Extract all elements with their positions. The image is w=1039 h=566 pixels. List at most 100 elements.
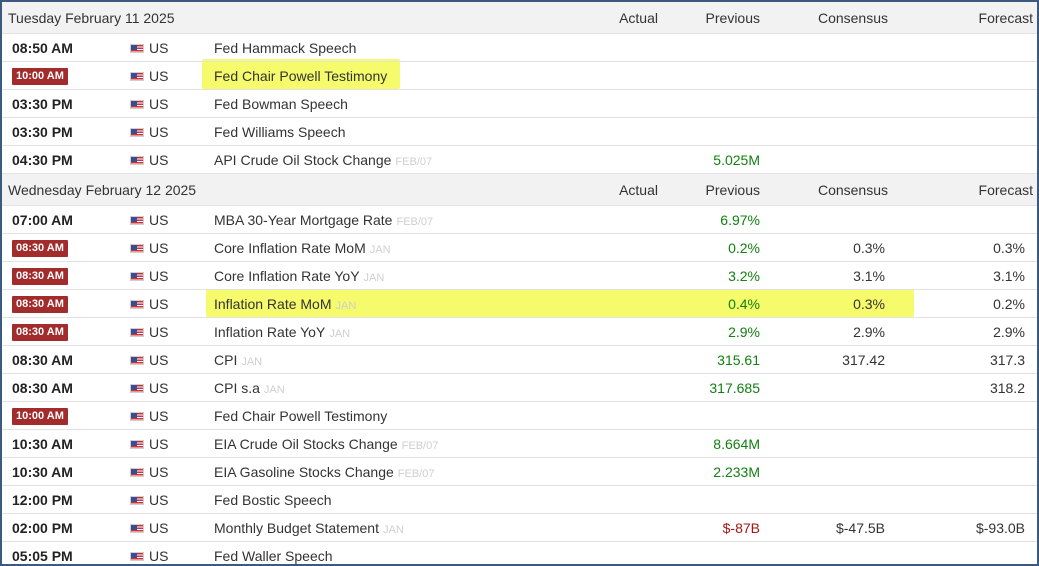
us-flag-icon <box>130 552 144 562</box>
consensus-value <box>788 457 916 486</box>
forecast-value <box>916 457 1037 486</box>
time-badge: 08:30 AM <box>12 240 68 257</box>
event-link[interactable]: Fed Williams Speech <box>214 123 346 140</box>
event-row[interactable]: 10:00 AM US Fed Chair Powell Testimony <box>2 61 1037 90</box>
event-name-cell: Core Inflation Rate MoM JAN <box>202 233 587 262</box>
actual-value <box>587 233 662 262</box>
time-label: 08:30 AM <box>12 379 73 396</box>
event-link[interactable]: EIA Crude Oil Stocks Change <box>214 435 398 452</box>
event-country: US <box>120 33 202 62</box>
us-flag-icon <box>130 524 144 534</box>
event-link[interactable]: API Crude Oil Stock Change <box>214 151 392 168</box>
event-name-cell: Fed Hammack Speech <box>202 33 587 62</box>
event-link[interactable]: Fed Chair Powell Testimony <box>214 407 388 424</box>
consensus-value <box>788 429 916 458</box>
event-link[interactable]: CPI <box>214 351 238 368</box>
consensus-value <box>788 61 916 90</box>
reference-period: FEB/07 <box>397 467 435 480</box>
forecast-value: 0.2% <box>916 289 1037 318</box>
reference-period: JAN <box>241 355 263 368</box>
event-name-cell: API Crude Oil Stock Change FEB/07 <box>202 145 587 174</box>
forecast-value <box>916 401 1037 430</box>
event-time: 03:30 PM <box>2 89 120 118</box>
event-country: US <box>120 261 202 290</box>
consensus-value <box>788 145 916 174</box>
country-code: US <box>149 435 169 452</box>
forecast-value <box>916 145 1037 174</box>
event-link[interactable]: EIA Gasoline Stocks Change <box>214 463 394 480</box>
event-row[interactable]: 08:30 AM US CPI JAN 315.61 317.42 317.3 <box>2 345 1037 374</box>
previous-value: $-87B <box>662 513 788 542</box>
forecast-value <box>916 429 1037 458</box>
event-row[interactable]: 04:30 PM US API Crude Oil Stock Change FEB/… <box>2 145 1037 174</box>
event-country: US <box>120 317 202 346</box>
actual-value <box>587 373 662 402</box>
event-link[interactable]: Fed Bowman Speech <box>214 95 348 112</box>
event-row[interactable]: 08:30 AM US Core Inflation Rate MoM JAN 0.2%… <box>2 233 1037 262</box>
event-row[interactable]: 08:30 AM US CPI s.a JAN 317.685 318.2 <box>2 373 1037 402</box>
country-code: US <box>149 407 169 424</box>
event-link[interactable]: Fed Hammack Speech <box>214 39 357 56</box>
day-title: Tuesday February 11 2025 <box>2 2 587 34</box>
event-link[interactable]: Core Inflation Rate YoY <box>214 267 360 284</box>
event-row[interactable]: 03:30 PM US Fed Williams Speech <box>2 117 1037 146</box>
event-row[interactable]: 10:00 AM US Fed Chair Powell Testimony <box>2 401 1037 430</box>
country-code: US <box>149 211 169 228</box>
event-link[interactable]: Fed Bostic Speech <box>214 491 332 508</box>
country-code: US <box>149 351 169 368</box>
consensus-value: 0.3% <box>788 233 916 262</box>
country-code: US <box>149 239 169 256</box>
event-time: 07:00 AM <box>2 205 120 234</box>
event-row[interactable]: 08:50 AM US Fed Hammack Speech <box>2 33 1037 62</box>
consensus-value <box>788 89 916 118</box>
time-label: 07:00 AM <box>12 211 73 228</box>
event-link[interactable]: Monthly Budget Statement <box>214 519 379 536</box>
event-link[interactable]: Inflation Rate YoY <box>214 323 326 340</box>
event-row[interactable]: 07:00 AM US MBA 30-Year Mortgage Rate FEB/0… <box>2 205 1037 234</box>
column-header-consensus: Consensus <box>788 2 916 34</box>
event-time: 08:30 AM <box>2 317 120 346</box>
us-flag-icon <box>130 100 144 110</box>
previous-value: 6.97% <box>662 205 788 234</box>
time-label: 03:30 PM <box>12 123 73 140</box>
us-flag-icon <box>130 156 144 166</box>
event-name-cell: Fed Bowman Speech <box>202 89 587 118</box>
country-code: US <box>149 519 169 536</box>
event-row[interactable]: 12:00 PM US Fed Bostic Speech <box>2 485 1037 514</box>
country-code: US <box>149 67 169 84</box>
event-link[interactable]: Core Inflation Rate MoM <box>214 239 366 256</box>
time-badge: 08:30 AM <box>12 324 68 341</box>
reference-period: JAN <box>383 523 404 536</box>
event-row[interactable]: 02:00 PM US Monthly Budget Statement JAN $-8… <box>2 513 1037 542</box>
event-link[interactable]: Fed Chair Powell Testimony <box>214 67 388 84</box>
time-label: 08:30 AM <box>12 351 73 368</box>
event-row[interactable]: 03:30 PM US Fed Bowman Speech <box>2 89 1037 118</box>
event-row[interactable]: 10:30 AM US EIA Crude Oil Stocks Change FEB… <box>2 429 1037 458</box>
event-row[interactable]: 05:05 PM US Fed Waller Speech <box>2 541 1037 564</box>
time-label: 05:05 PM <box>12 547 73 564</box>
actual-value <box>587 261 662 290</box>
event-row[interactable]: 08:30 AM US Inflation Rate YoY JAN 2.9% 2.9% 2… <box>2 317 1037 346</box>
event-link[interactable]: Fed Waller Speech <box>214 547 333 564</box>
us-flag-icon <box>130 412 144 422</box>
event-row[interactable]: 08:30 AM US Core Inflation Rate YoY JAN 3.2%… <box>2 261 1037 290</box>
time-label: 02:00 PM <box>12 519 73 536</box>
previous-value: 2.9% <box>662 317 788 346</box>
event-row[interactable]: 10:30 AM US EIA Gasoline Stocks Change FEB/… <box>2 457 1037 486</box>
actual-value <box>587 205 662 234</box>
forecast-value: 0.3% <box>916 233 1037 262</box>
event-time: 02:00 PM <box>2 513 120 542</box>
event-time: 08:50 AM <box>2 33 120 62</box>
previous-value: 5.025M <box>662 145 788 174</box>
country-code: US <box>149 295 169 312</box>
us-flag-icon <box>130 496 144 506</box>
event-link[interactable]: MBA 30-Year Mortgage Rate <box>214 211 393 228</box>
event-link[interactable]: Inflation Rate MoM <box>214 295 332 312</box>
event-row[interactable]: 08:30 AM US Inflation Rate MoM JAN 0.4% 0.3% 0… <box>2 289 1037 318</box>
event-link[interactable]: CPI s.a <box>214 379 260 396</box>
consensus-value <box>788 485 916 514</box>
event-name-cell: Monthly Budget Statement JAN <box>202 513 587 542</box>
us-flag-icon <box>130 328 144 338</box>
